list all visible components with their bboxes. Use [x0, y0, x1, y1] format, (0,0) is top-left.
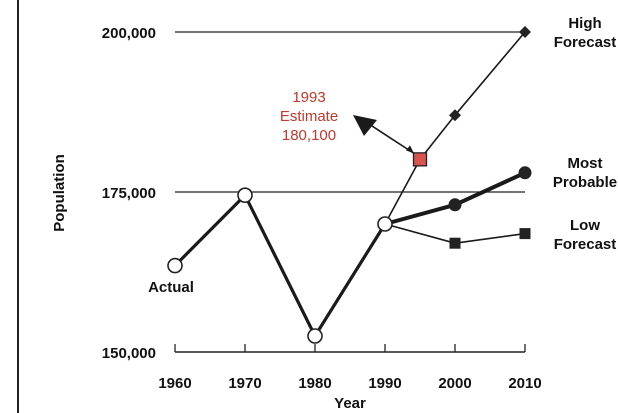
- actual-point-1970: [237, 187, 253, 203]
- low-forecast-label-line-1: Low: [570, 217, 600, 234]
- most-probable-point-2000: [448, 198, 462, 212]
- most-probable-label-line-2: Probable: [553, 174, 617, 191]
- data-markers: [167, 26, 532, 344]
- low-forecast-label-line-2: Forecast: [554, 236, 617, 253]
- x-tick-label-2000: 2000: [438, 375, 471, 392]
- estimate-arrowhead: [406, 145, 414, 154]
- y-tick-label-175000: 175,000: [102, 185, 156, 202]
- estimate-callout-shaft: [371, 125, 415, 155]
- x-tick-label-1990: 1990: [368, 375, 401, 392]
- actual-point-1990: [377, 216, 393, 232]
- estimate-label-line-3: 180,100: [282, 127, 336, 144]
- x-tick-label-1970: 1970: [228, 375, 261, 392]
- y-tick-label-150000: 150,000: [102, 345, 156, 362]
- estimate-label-line-1: 1993: [292, 89, 325, 106]
- most-probable-point-2010: [518, 166, 532, 180]
- low-forecast-point-2000: [449, 237, 461, 249]
- reference-lines: [175, 31, 525, 193]
- low-forecast-point-2010: [519, 228, 531, 240]
- estimate-label-line-2: Estimate: [280, 108, 338, 125]
- estimate-point-marker: [412, 152, 428, 167]
- high-forecast-label-line-2: Forecast: [554, 34, 617, 51]
- high-forecast-point-2010: [519, 26, 531, 38]
- high-forecast-label-line-1: High: [568, 15, 601, 32]
- annotations: 1993 Estimate 180,100 Actual High Forecast Mos…: [148, 15, 617, 296]
- y-axis-title: Population: [51, 154, 68, 232]
- series-line-actual: [173, 193, 387, 338]
- x-axis-title: Year: [334, 395, 366, 412]
- series-lines: [173, 31, 527, 338]
- series-line-high-forecast: [384, 31, 526, 225]
- x-tick-label-1960: 1960: [158, 375, 191, 392]
- x-tick-label-1980: 1980: [298, 375, 331, 392]
- actual-point-1960: [167, 257, 183, 274]
- axes: 1960 1970 1980 1990 2000 2010 150,000 175,000 20…: [17, 0, 542, 413]
- estimate-callout-arrow: [353, 115, 377, 136]
- high-forecast-point-2000: [449, 109, 461, 122]
- actual-series-label: Actual: [148, 279, 194, 296]
- y-tick-label-200000: 200,000: [102, 25, 156, 42]
- most-probable-label-line-1: Most: [568, 155, 603, 172]
- actual-point-1980: [307, 328, 323, 344]
- x-tick-label-2010: 2010: [508, 375, 541, 392]
